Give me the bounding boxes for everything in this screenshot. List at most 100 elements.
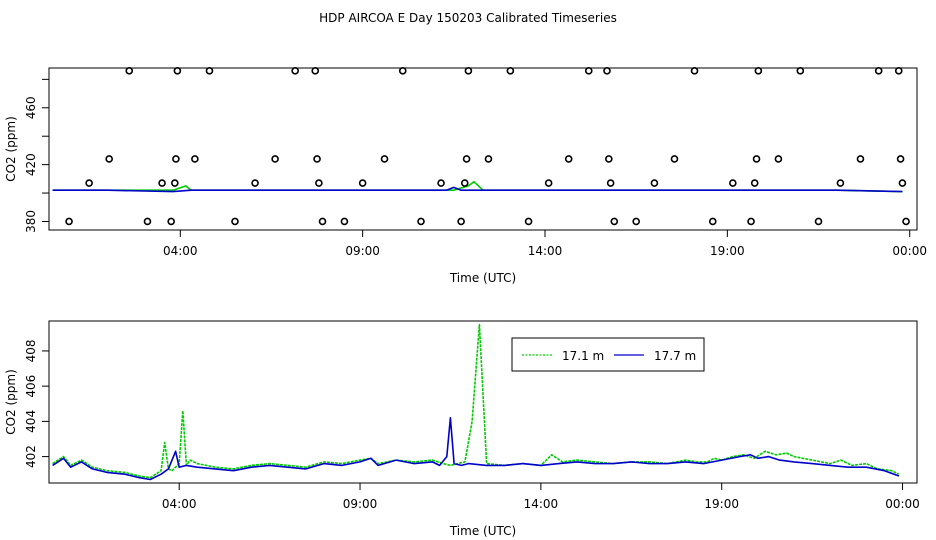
calibration-point xyxy=(894,67,903,75)
x-axis: 04:00 09:00 14:00 19:00 00:00 xyxy=(162,483,920,511)
x-tick-label: 04:00 xyxy=(163,244,198,258)
calibration-point xyxy=(125,67,134,75)
calibration-point xyxy=(311,67,320,75)
series-lines xyxy=(52,323,900,481)
calibration-point xyxy=(708,217,717,226)
y-tick-label: 408 xyxy=(24,339,38,362)
calibration-point xyxy=(171,179,179,187)
y-axis-label: CO2 (ppm) xyxy=(4,369,18,435)
calibration-point xyxy=(544,179,553,187)
calibration-point xyxy=(457,217,465,226)
legend: 17.1 m 17.7 m xyxy=(511,337,705,372)
calibration-point xyxy=(172,155,180,163)
calibration-point xyxy=(856,155,865,163)
calibration-point xyxy=(65,217,73,226)
calibration-point xyxy=(291,67,299,75)
x-tick-label: 04:00 xyxy=(162,497,197,511)
series-line-17-7-m xyxy=(52,416,900,481)
calibration-point xyxy=(358,179,367,187)
x-axis-label: Time (UTC) xyxy=(449,271,516,285)
calibration-point xyxy=(690,67,699,75)
calibration-point xyxy=(173,67,182,75)
y-tick-label: 406 xyxy=(24,375,38,398)
y-axis: 380 420 460 xyxy=(24,78,49,233)
calibration-point xyxy=(251,179,259,187)
x-tick-label: 00:00 xyxy=(885,497,920,511)
calibration-point xyxy=(747,217,755,226)
calibration-markers xyxy=(65,67,910,226)
calibration-point xyxy=(380,155,389,163)
calibration-point xyxy=(85,179,93,187)
calibration-point xyxy=(143,217,152,226)
series-line-17-1-m xyxy=(52,323,900,479)
y-axis: 402 404 406 408 xyxy=(24,339,49,468)
calibration-point xyxy=(754,67,763,75)
calibration-point xyxy=(105,155,113,163)
y-tick-label: 420 xyxy=(24,153,38,176)
x-tick-label: 19:00 xyxy=(710,244,745,258)
calibration-point xyxy=(417,217,425,226)
x-tick-label: 14:00 xyxy=(524,497,559,511)
y-tick-label: 404 xyxy=(24,410,38,433)
y-axis-label: CO2 (ppm) xyxy=(4,116,18,182)
ambient-co2-panel: 04:00 09:00 14:00 19:00 00:00 402 404 406 408 T… xyxy=(4,320,920,538)
calibration-point xyxy=(902,217,910,226)
y-tick-label: 402 xyxy=(24,445,38,468)
calibration-point xyxy=(460,179,469,187)
calibration-point xyxy=(484,155,493,163)
legend-label-17-7m: 17.7 m xyxy=(654,349,696,363)
x-tick-label: 19:00 xyxy=(704,497,739,511)
series-line-17-7-m xyxy=(52,186,903,193)
calibration-point xyxy=(398,67,407,75)
x-axis: 04:00 09:00 14:00 19:00 00:00 xyxy=(163,230,927,258)
calibration-point xyxy=(752,155,761,163)
calibration-point xyxy=(670,155,679,163)
calibration-point xyxy=(874,67,883,75)
calibration-point xyxy=(231,217,239,226)
calibration-point xyxy=(271,155,279,163)
x-tick-label: 09:00 xyxy=(343,497,378,511)
calibration-point xyxy=(315,179,323,187)
y-tick-label: 380 xyxy=(24,210,38,233)
x-tick-label: 00:00 xyxy=(892,244,927,258)
calibration-point xyxy=(836,179,845,187)
calibration-point xyxy=(814,217,823,226)
plot-frame xyxy=(48,67,918,231)
calibration-point xyxy=(464,67,473,75)
x-axis-label: Time (UTC) xyxy=(449,524,516,538)
calibration-point xyxy=(729,179,737,187)
calibration-point xyxy=(774,155,783,163)
calibration-point xyxy=(605,155,613,163)
calibration-point xyxy=(340,217,349,226)
calibration-point xyxy=(584,67,593,75)
calibration-point xyxy=(796,67,805,75)
calibration-point xyxy=(896,155,905,163)
x-tick-label: 09:00 xyxy=(345,244,380,258)
calibration-point xyxy=(462,155,471,163)
calibration-point xyxy=(167,217,175,226)
calibrated-timeseries-panel: 04:00 09:00 14:00 19:00 00:00 380 420 460 Time… xyxy=(4,67,927,285)
chart-title: HDP AIRCOA E Day 150203 Calibrated Times… xyxy=(319,11,617,25)
x-tick-label: 14:00 xyxy=(528,244,563,258)
calibration-point xyxy=(506,67,515,75)
calibration-point xyxy=(603,67,611,75)
calibration-point xyxy=(437,179,445,187)
calibration-point xyxy=(524,217,533,226)
series-lines xyxy=(52,180,903,193)
plot-frame xyxy=(48,320,918,484)
calibration-point xyxy=(750,179,759,187)
calibration-point xyxy=(632,217,640,226)
calibration-point xyxy=(158,179,166,187)
calibration-point xyxy=(205,67,214,75)
y-tick-label: 460 xyxy=(24,96,38,119)
calibration-point xyxy=(898,179,907,187)
calibration-point xyxy=(318,217,327,226)
calibration-point xyxy=(650,179,659,187)
calibration-point xyxy=(610,217,619,226)
calibration-point xyxy=(191,155,199,163)
calibration-point xyxy=(606,179,615,187)
legend-label-17-1m: 17.1 m xyxy=(562,349,604,363)
calibration-point xyxy=(564,155,573,163)
calibration-point xyxy=(313,155,321,163)
